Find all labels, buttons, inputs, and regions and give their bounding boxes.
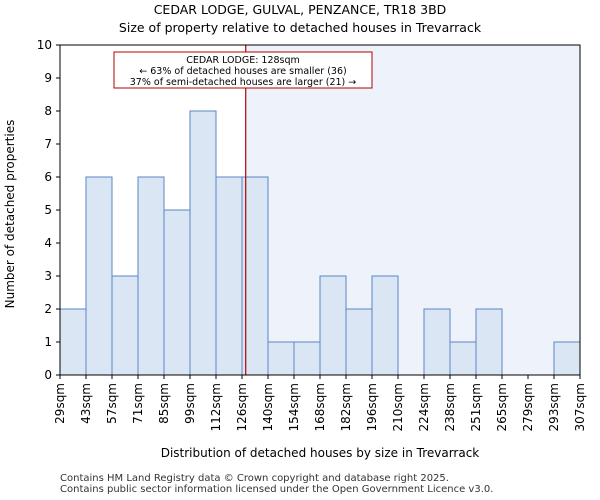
x-tick-label: 140sqm [261,383,275,431]
y-tick-label: 7 [44,137,52,151]
larger-region-highlight [245,45,580,375]
x-axis-label: Distribution of detached houses by size … [161,446,480,460]
x-tick-label: 307sqm [573,383,587,431]
histogram-bar [345,308,373,376]
histogram-bar [85,176,113,376]
annotation-line-2: ← 63% of detached houses are smaller (36… [139,66,346,77]
chart-title: CEDAR LODGE, GULVAL, PENZANCE, TR18 3BD [153,2,447,17]
x-tick-label: 293sqm [547,383,561,431]
x-tick-label: 126sqm [235,383,249,431]
y-tick-label: 5 [44,203,52,217]
x-tick-label: 85sqm [157,383,171,424]
x-tick-label: 57sqm [105,383,119,424]
x-tick-label: 224sqm [417,383,431,431]
histogram-bar [137,176,165,376]
histogram-bar [553,341,581,376]
x-tick-label: 182sqm [339,383,353,431]
footer-line-1: Contains HM Land Registry data © Crown c… [60,473,449,484]
histogram-bar [111,275,139,376]
x-tick-label: 154sqm [287,383,301,431]
x-tick-label: 99sqm [183,383,197,424]
histogram-bar [163,209,191,376]
annotation-line-3: 37% of semi-detached houses are larger (… [130,77,357,88]
x-tick-label: 43sqm [79,383,93,424]
y-tick-label: 9 [44,71,52,85]
y-tick-label: 2 [44,302,52,316]
y-tick-label: 0 [44,368,52,382]
histogram-bar [475,308,503,376]
histogram-bar [423,308,451,376]
chart-subtitle: Size of property relative to detached ho… [118,20,482,35]
histogram-bar [59,308,87,376]
histogram-bar [241,176,269,376]
marker-annotation: CEDAR LODGE: 128sqm ← 63% of detached ho… [113,51,373,89]
x-tick-label: 251sqm [469,383,483,431]
histogram-bar [267,341,295,376]
x-tick-label: 265sqm [495,383,509,431]
histogram-bar [371,275,399,376]
y-tick-label: 10 [37,38,52,52]
histogram-bar [319,275,347,376]
y-tick-label: 6 [44,170,52,184]
y-tick-label: 8 [44,104,52,118]
x-tick-label: 210sqm [391,383,405,431]
x-tick-label: 238sqm [443,383,457,431]
y-tick-label: 4 [44,236,52,250]
histogram-bar [449,341,477,376]
y-tick-label: 1 [44,335,52,349]
x-tick-label: 196sqm [365,383,379,431]
histogram-bar [293,341,321,376]
histogram-bar [215,176,243,376]
y-axis-label: Number of detached properties [3,120,17,309]
x-tick-label: 168sqm [313,383,327,431]
annotation-line-1: CEDAR LODGE: 128sqm [186,55,300,66]
y-tick-label: 3 [44,269,52,283]
x-tick-label: 112sqm [209,383,223,431]
x-tick-label: 279sqm [521,383,535,431]
footer-line-2: Contains public sector information licen… [60,484,494,495]
x-tick-label: 29sqm [53,383,67,424]
histogram-bar [189,110,217,376]
x-tick-label: 71sqm [131,383,145,424]
